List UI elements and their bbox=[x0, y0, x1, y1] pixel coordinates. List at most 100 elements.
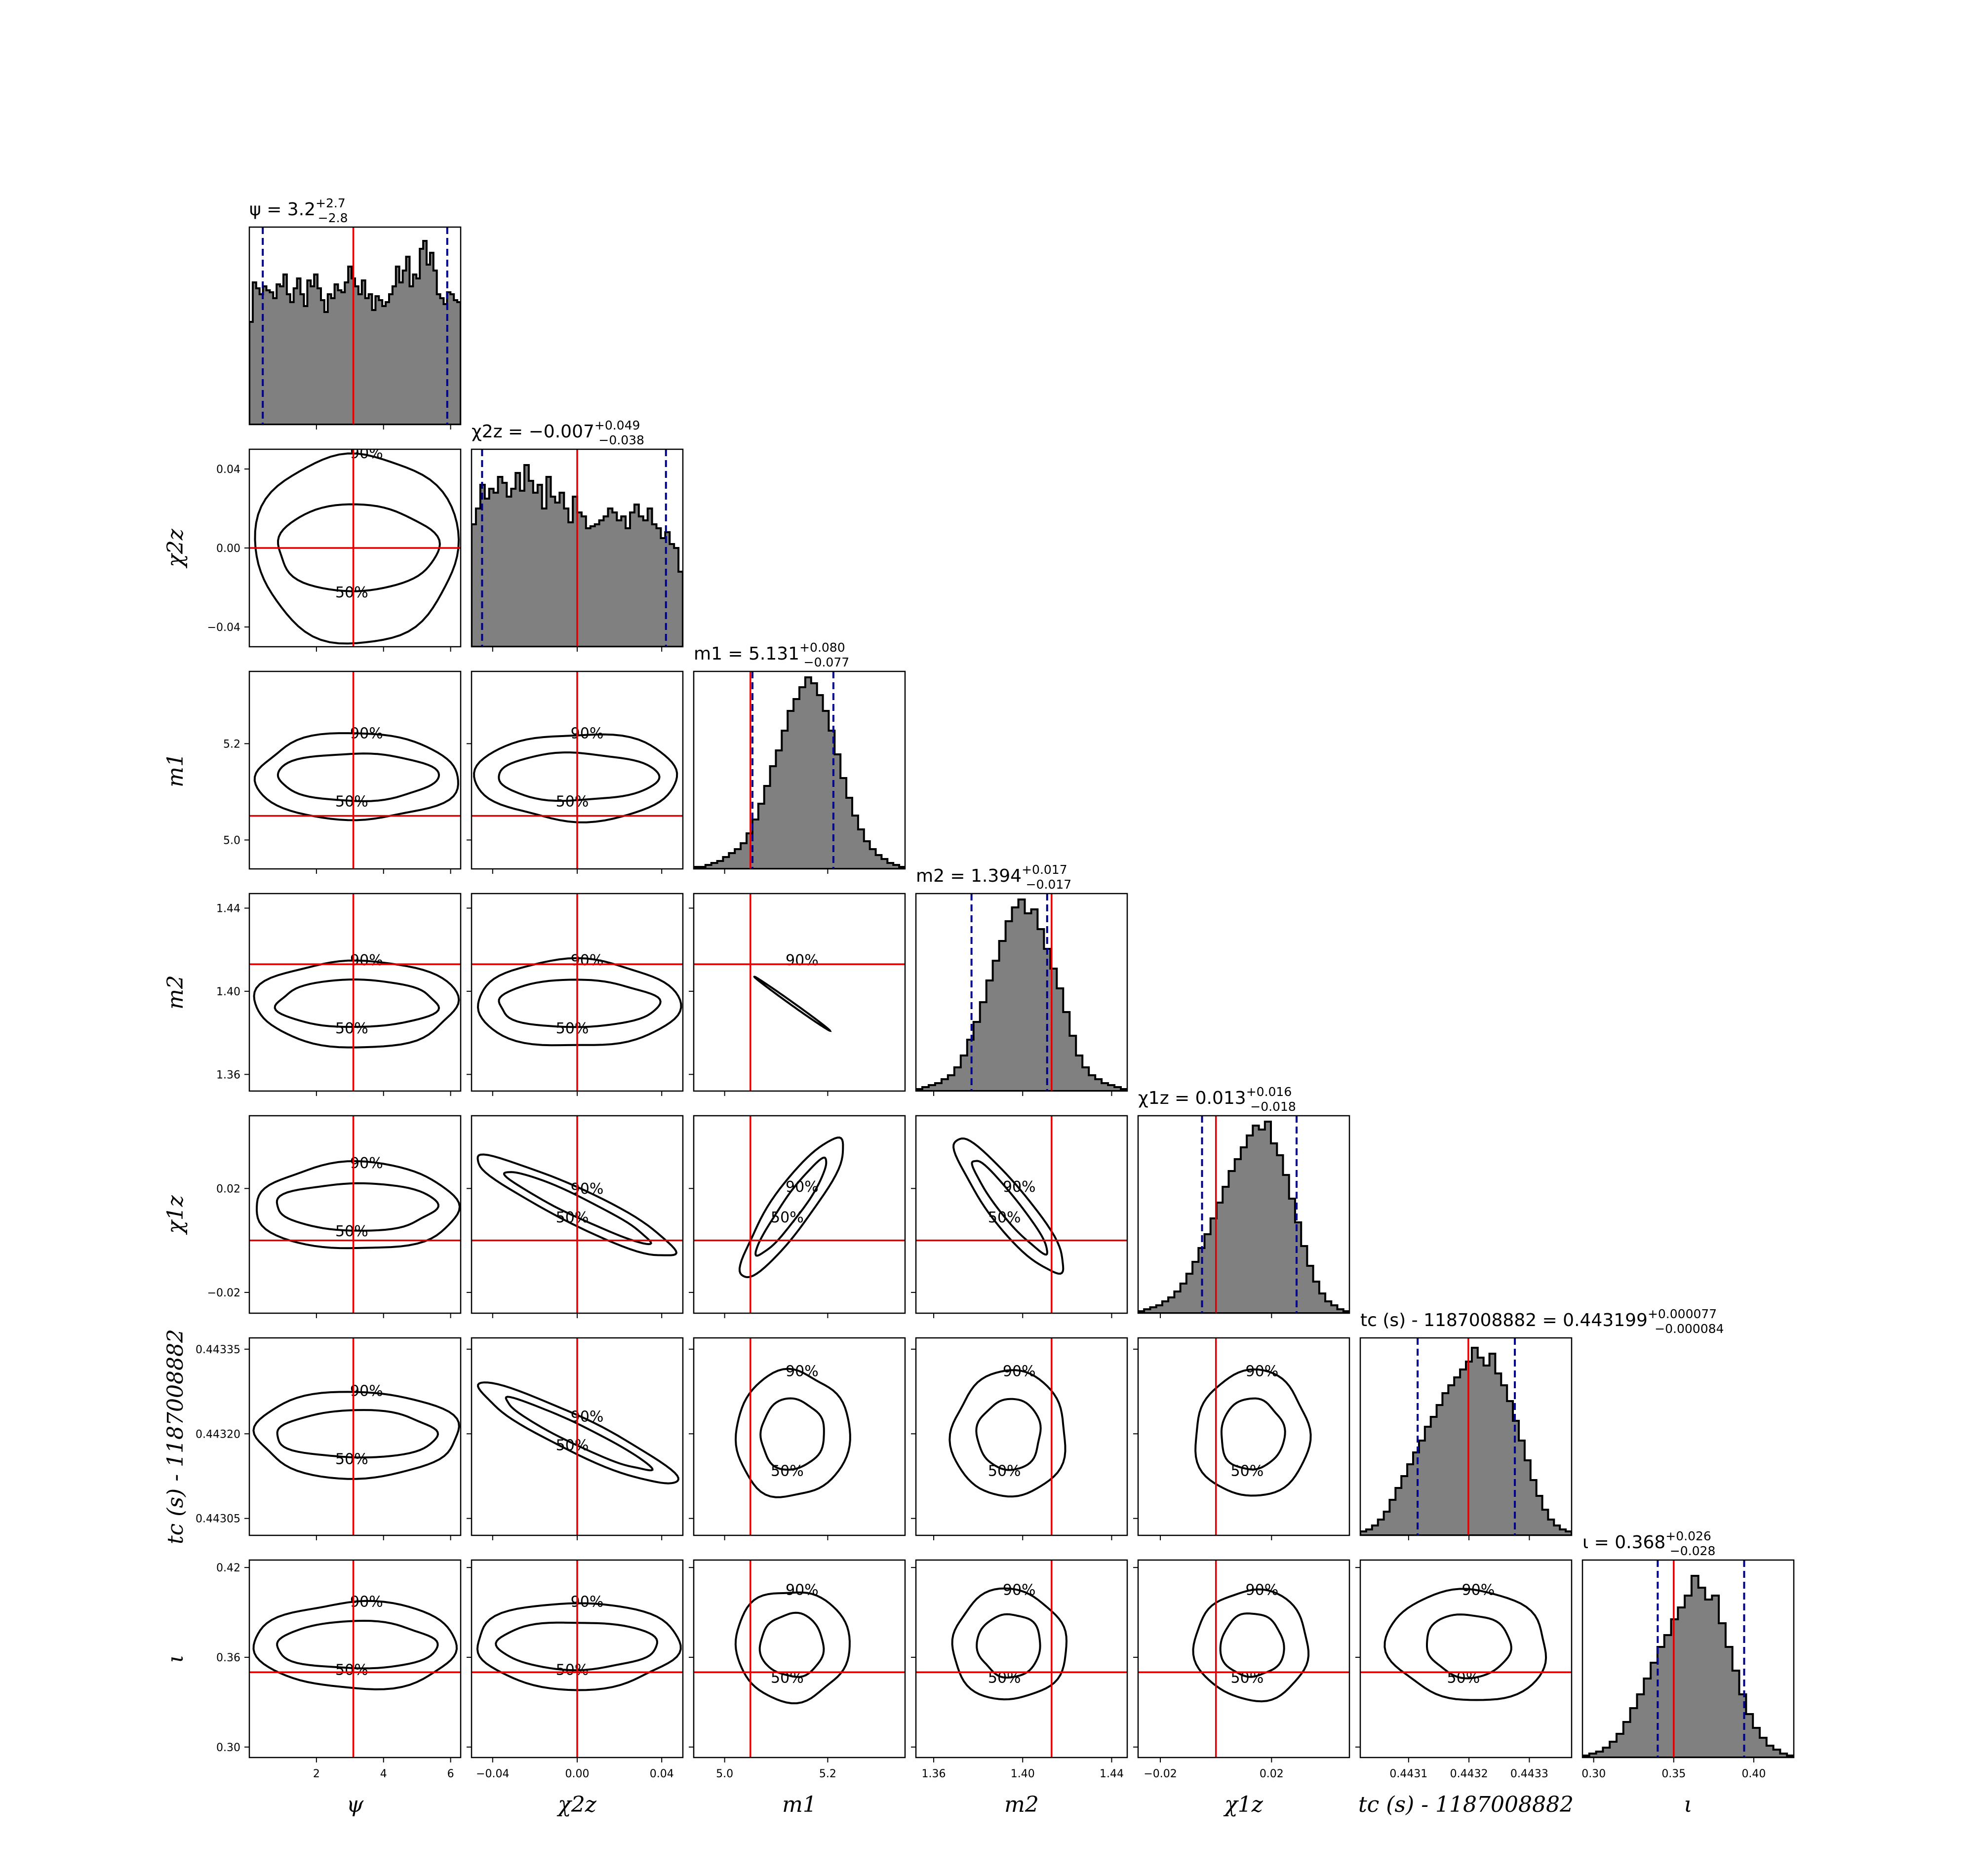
contour-90 bbox=[473, 733, 678, 823]
title-iota: ι = 0.368+0.026 −0.028 bbox=[1582, 1529, 1715, 1558]
x-tick-label: 0.4433 bbox=[1510, 1768, 1548, 1780]
contour-90 bbox=[477, 1381, 679, 1485]
title-main: m2 = 1.394 bbox=[916, 866, 1022, 886]
contour-50 bbox=[503, 1171, 652, 1246]
title-minus: −0.000084 bbox=[1655, 1322, 1724, 1336]
panel-content: 90%50% bbox=[477, 1338, 679, 1535]
contour-90 bbox=[753, 976, 832, 1032]
panel-frame bbox=[915, 893, 1128, 1092]
contour-50 bbox=[971, 1160, 1048, 1256]
contour-90 bbox=[951, 1587, 1068, 1701]
contour-label-90: 90% bbox=[1003, 1363, 1036, 1380]
contour-label-50: 50% bbox=[335, 1020, 368, 1037]
y-axis-label-chi1z: χ1z bbox=[163, 1195, 188, 1235]
panel-frame bbox=[1581, 1559, 1795, 1759]
panel-content: 90%50% bbox=[916, 1560, 1127, 1758]
panel-frame bbox=[248, 1337, 462, 1536]
contour-90 bbox=[476, 1153, 678, 1256]
x-tick-label: 5.2 bbox=[819, 1768, 836, 1780]
y-tick-label: 1.40 bbox=[216, 986, 240, 998]
x-tick-label: 4 bbox=[380, 1768, 387, 1780]
y-tick-label: 1.44 bbox=[216, 902, 240, 915]
x-tick-label: 0.02 bbox=[1260, 1768, 1284, 1780]
title-psi: ψ = 3.2+2.7 −2.8 bbox=[249, 196, 348, 225]
x-tick-label: 6 bbox=[447, 1768, 454, 1780]
contour-label-50: 50% bbox=[988, 1209, 1021, 1226]
panel-content: 90%50% bbox=[472, 894, 683, 1091]
panel-content: 90%50% bbox=[249, 894, 461, 1091]
panel-iota-vs-iota: ι = 0.368+0.026 −0.028 0.30 0.35 0.40 ι bbox=[1581, 1529, 1795, 1817]
contour-50 bbox=[276, 752, 440, 802]
y-axis-label-m1: m1 bbox=[163, 753, 188, 787]
panel-frame bbox=[1359, 1337, 1573, 1536]
contour-90 bbox=[255, 1160, 461, 1250]
panel-content: 90% 50% bbox=[472, 1116, 683, 1313]
panel-psi-vs-psi: ψ = 3.2+2.7 −2.8 bbox=[248, 196, 462, 430]
x-tick-label: 0.00 bbox=[565, 1768, 590, 1780]
panel-content: 90%50% bbox=[694, 1560, 905, 1758]
panel-content: 90%50% bbox=[472, 1560, 683, 1758]
x-tick-label: 0.30 bbox=[1581, 1768, 1606, 1780]
contour-label-50: 50% bbox=[556, 1662, 589, 1679]
panel-frame bbox=[693, 1559, 906, 1759]
panel-frame bbox=[1359, 1559, 1573, 1759]
panel-m1-vs-chi2z: 90% 50% bbox=[467, 670, 684, 874]
title-main: tc (s) - 1187008882 = 0.443199 bbox=[1360, 1310, 1648, 1330]
x-axis-label-psi: ψ bbox=[347, 1792, 364, 1817]
title-minus: −0.018 bbox=[1250, 1099, 1296, 1114]
contour-label-90: 90% bbox=[786, 952, 819, 969]
contour-label-50: 50% bbox=[988, 1462, 1021, 1480]
panel-content: 90% 50% bbox=[694, 1116, 905, 1313]
contour-50 bbox=[495, 1621, 658, 1672]
contour-90 bbox=[1383, 1588, 1547, 1701]
contour-label-50: 50% bbox=[771, 1209, 804, 1226]
y-tick-label: 1.36 bbox=[216, 1069, 240, 1081]
panel-tc-vs-psi: 90% 50% 0.44305 0.44320 0.44335 tc (s) - 1187… bbox=[163, 1329, 462, 1544]
panel-tc-vs-chi2z: 90% 50% bbox=[467, 1337, 684, 1540]
y-tick-label: 0.00 bbox=[216, 543, 240, 555]
panel-content bbox=[1360, 1338, 1572, 1535]
contour-label-50: 50% bbox=[1231, 1462, 1264, 1480]
contour-label-90: 90% bbox=[786, 1178, 819, 1196]
histogram-iota bbox=[1582, 1575, 1794, 1758]
title-plus: +0.049 bbox=[594, 418, 640, 432]
x-axis-label-m1: m1 bbox=[782, 1792, 817, 1817]
panel-frame bbox=[693, 670, 906, 870]
contour-label-90: 90% bbox=[571, 1180, 604, 1198]
panel-content bbox=[1138, 1116, 1349, 1313]
panel-frame bbox=[248, 1559, 462, 1759]
y-tick-label: 0.02 bbox=[216, 1183, 240, 1195]
contour-90 bbox=[734, 1591, 851, 1705]
contour-50 bbox=[759, 1397, 825, 1471]
contour-label-90: 90% bbox=[1003, 1582, 1036, 1599]
title-plus: +0.000077 bbox=[1648, 1307, 1717, 1321]
x-tick-label: −0.04 bbox=[476, 1768, 509, 1780]
contour-label-90: 90% bbox=[1246, 1582, 1279, 1599]
title-plus: +0.080 bbox=[799, 640, 845, 655]
contour-90 bbox=[1194, 1368, 1312, 1497]
panel-content bbox=[916, 894, 1127, 1091]
title-plus: +0.017 bbox=[1022, 862, 1067, 877]
panel-content: 90%50% bbox=[249, 1116, 461, 1313]
contour-label-90: 90% bbox=[1003, 1178, 1036, 1196]
panel-frame bbox=[1137, 1115, 1350, 1314]
contour-label-50: 50% bbox=[335, 1662, 368, 1679]
histogram-tc bbox=[1360, 1347, 1572, 1535]
contour-90 bbox=[253, 732, 459, 821]
contour-90 bbox=[738, 1136, 844, 1279]
panel-content: 90% bbox=[694, 894, 905, 1091]
panel-content bbox=[249, 227, 461, 425]
panel-frame bbox=[915, 1559, 1128, 1759]
panel-content: 90% 50% bbox=[916, 1116, 1127, 1313]
contour-90 bbox=[252, 1600, 458, 1690]
contour-label-90: 90% bbox=[350, 1382, 383, 1400]
panel-frame bbox=[1137, 1337, 1350, 1536]
contour-label-50: 50% bbox=[556, 1209, 589, 1226]
panel-content: 90%50% bbox=[1360, 1582, 1572, 1701]
title-plus: +0.026 bbox=[1665, 1529, 1711, 1543]
contour-label-50: 50% bbox=[335, 1223, 368, 1240]
y-tick-label: 0.44305 bbox=[196, 1513, 240, 1525]
panel-iota-vs-chi2z: 90% 50% −0.04 0.00 0.04 χ2z bbox=[467, 1559, 684, 1817]
contour-50 bbox=[276, 1409, 439, 1459]
